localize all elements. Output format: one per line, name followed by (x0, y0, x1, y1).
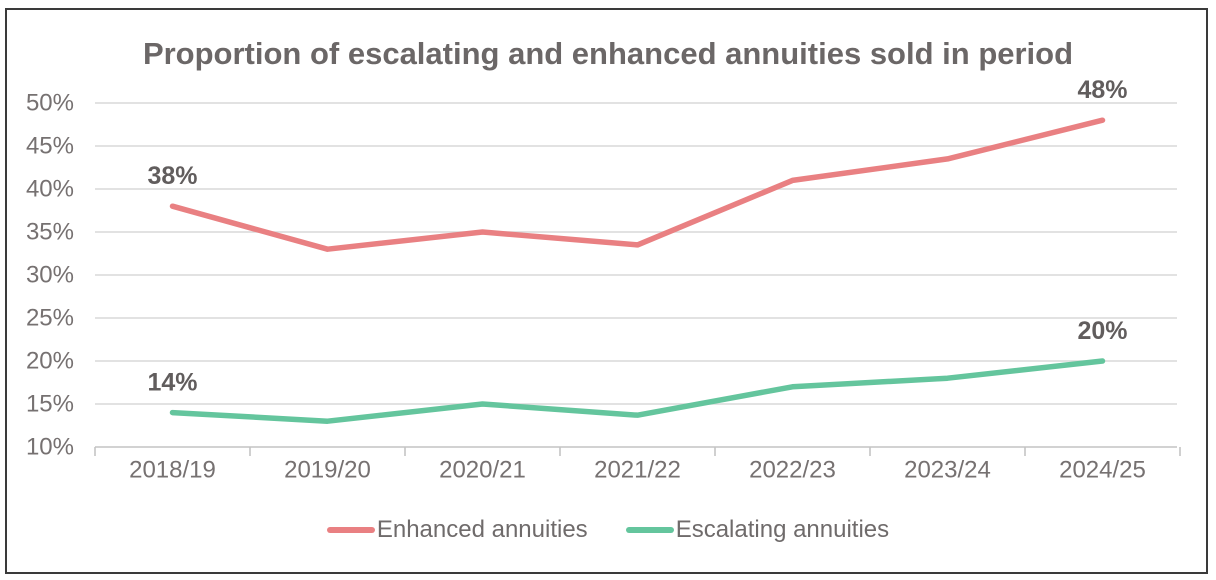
x-axis-category-label: 2023/24 (904, 457, 991, 484)
x-axis-category-label: 2024/25 (1059, 457, 1146, 484)
y-axis-tick-label: 15% (26, 391, 74, 418)
legend-label: Enhanced annuities (376, 516, 588, 543)
x-axis-category-label: 2019/20 (284, 457, 371, 484)
y-axis-tick-label: 50% (26, 90, 74, 117)
y-axis-tick-label: 45% (26, 133, 74, 160)
data-point-label: 38% (147, 162, 197, 190)
y-axis-tick-label: 35% (26, 219, 74, 246)
y-axis-tick-label: 10% (26, 434, 74, 461)
legend-label: Escalating annuities (675, 516, 890, 543)
legend: Enhanced annuities Escalating annuities (0, 516, 1216, 544)
legend-item-escalating-annuities: Escalating annuities (625, 516, 890, 544)
legend-line-swatch-icon (326, 527, 375, 533)
y-axis-tick-label: 25% (26, 305, 74, 332)
x-axis-category-label: 2020/21 (439, 457, 526, 484)
x-axis-category-label: 2018/19 (129, 457, 216, 484)
chart-title: Proportion of escalating and enhanced an… (142, 36, 1074, 71)
y-axis-tick-label: 30% (26, 262, 74, 289)
legend-line-swatch-icon (625, 527, 674, 533)
y-axis-tick-label: 40% (26, 176, 74, 203)
data-point-label: 20% (1077, 317, 1127, 345)
y-axis-tick-label: 20% (26, 348, 74, 375)
series-line-enhanced-annuities (169, 117, 1106, 252)
data-point-label: 48% (1077, 76, 1127, 104)
data-point-label: 14% (147, 369, 197, 397)
x-axis-category-label: 2022/23 (749, 457, 836, 484)
legend-item-enhanced-annuities: Enhanced annuities (326, 516, 588, 544)
series-line-escalating-annuities (169, 358, 1106, 424)
x-axis-category-label: 2021/22 (594, 457, 681, 484)
